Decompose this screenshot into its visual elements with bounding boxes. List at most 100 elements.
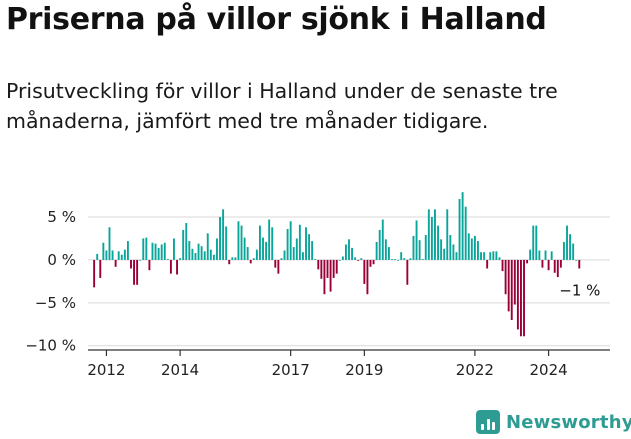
bar [151, 242, 154, 260]
bar [375, 241, 378, 260]
bar [575, 259, 578, 261]
bar [520, 259, 522, 337]
bar [437, 225, 439, 260]
bar [351, 247, 354, 260]
bar [415, 220, 418, 260]
bar [246, 247, 249, 260]
bar [114, 259, 117, 267]
bar [467, 233, 470, 260]
bar [157, 247, 160, 260]
bar [133, 259, 136, 285]
bar [556, 259, 559, 278]
x-tick-label: 2024 [529, 361, 567, 379]
bar [406, 259, 409, 285]
bar [280, 258, 283, 260]
bar [268, 219, 271, 260]
bar [562, 241, 565, 260]
bar [209, 249, 212, 260]
bar [357, 259, 360, 261]
bar [308, 234, 311, 260]
bar [440, 239, 443, 260]
bar [344, 244, 347, 260]
bar [366, 259, 369, 295]
bar [148, 259, 151, 271]
bar [265, 241, 268, 260]
bar [501, 259, 504, 272]
bar [225, 226, 228, 260]
bar [427, 209, 430, 260]
bar [212, 254, 215, 260]
bar [381, 219, 384, 260]
bar [464, 206, 467, 260]
bar [553, 259, 556, 273]
bar [182, 229, 185, 260]
bar [387, 247, 390, 260]
bar-series [93, 192, 581, 337]
bar [120, 254, 123, 260]
bar [117, 251, 120, 260]
bar [130, 259, 132, 269]
bar [569, 234, 572, 260]
bar [338, 259, 341, 261]
bar [504, 259, 507, 295]
bar [197, 243, 200, 260]
bar [252, 258, 255, 260]
bar [424, 235, 427, 260]
bar [176, 259, 178, 275]
bar [305, 227, 307, 260]
bar [286, 229, 289, 260]
bar [323, 259, 326, 295]
bar [544, 250, 547, 260]
y-axis-labels: 5 % 0 % −5 % −10 % [25, 208, 76, 355]
bar [483, 252, 486, 260]
bar [541, 259, 544, 268]
bar [206, 233, 209, 260]
bar [510, 259, 513, 320]
bar [547, 259, 550, 271]
bar [126, 241, 129, 260]
bar [470, 238, 473, 260]
bar [449, 235, 452, 260]
brand-name: Newsworthy [506, 411, 631, 433]
bar [480, 252, 482, 260]
bar-chart-icon [476, 410, 500, 434]
bar [507, 259, 510, 312]
bar [231, 257, 234, 260]
bar [271, 227, 274, 260]
bar [274, 259, 277, 268]
chart-subtitle: Prisutveckling för villor i Halland unde… [6, 79, 558, 133]
bar [473, 235, 476, 260]
bar [173, 238, 175, 260]
bar [372, 259, 375, 265]
bar [123, 249, 126, 260]
bar [489, 252, 492, 260]
bar [179, 258, 182, 260]
bar [578, 259, 581, 269]
bar [559, 259, 562, 268]
bar [538, 250, 541, 260]
bar [99, 259, 102, 278]
bar [154, 243, 157, 260]
bar [283, 250, 286, 260]
bar [108, 227, 111, 260]
bar [289, 221, 292, 260]
bar [160, 244, 163, 260]
y-tick-label: −5 % [35, 294, 76, 312]
x-tick-label: 2014 [161, 361, 199, 379]
bar [203, 251, 206, 260]
bar [452, 244, 455, 260]
y-tick-label: −10 % [25, 337, 76, 355]
bar [169, 259, 172, 274]
bar [163, 242, 166, 260]
bar [222, 209, 225, 260]
bar [145, 237, 148, 260]
bar [216, 238, 218, 260]
bar [516, 259, 519, 330]
bar [188, 241, 191, 260]
bar [523, 259, 525, 337]
bar [412, 235, 415, 260]
bar [277, 259, 280, 274]
bar [240, 225, 243, 260]
bar [111, 250, 114, 260]
bar [237, 221, 240, 260]
